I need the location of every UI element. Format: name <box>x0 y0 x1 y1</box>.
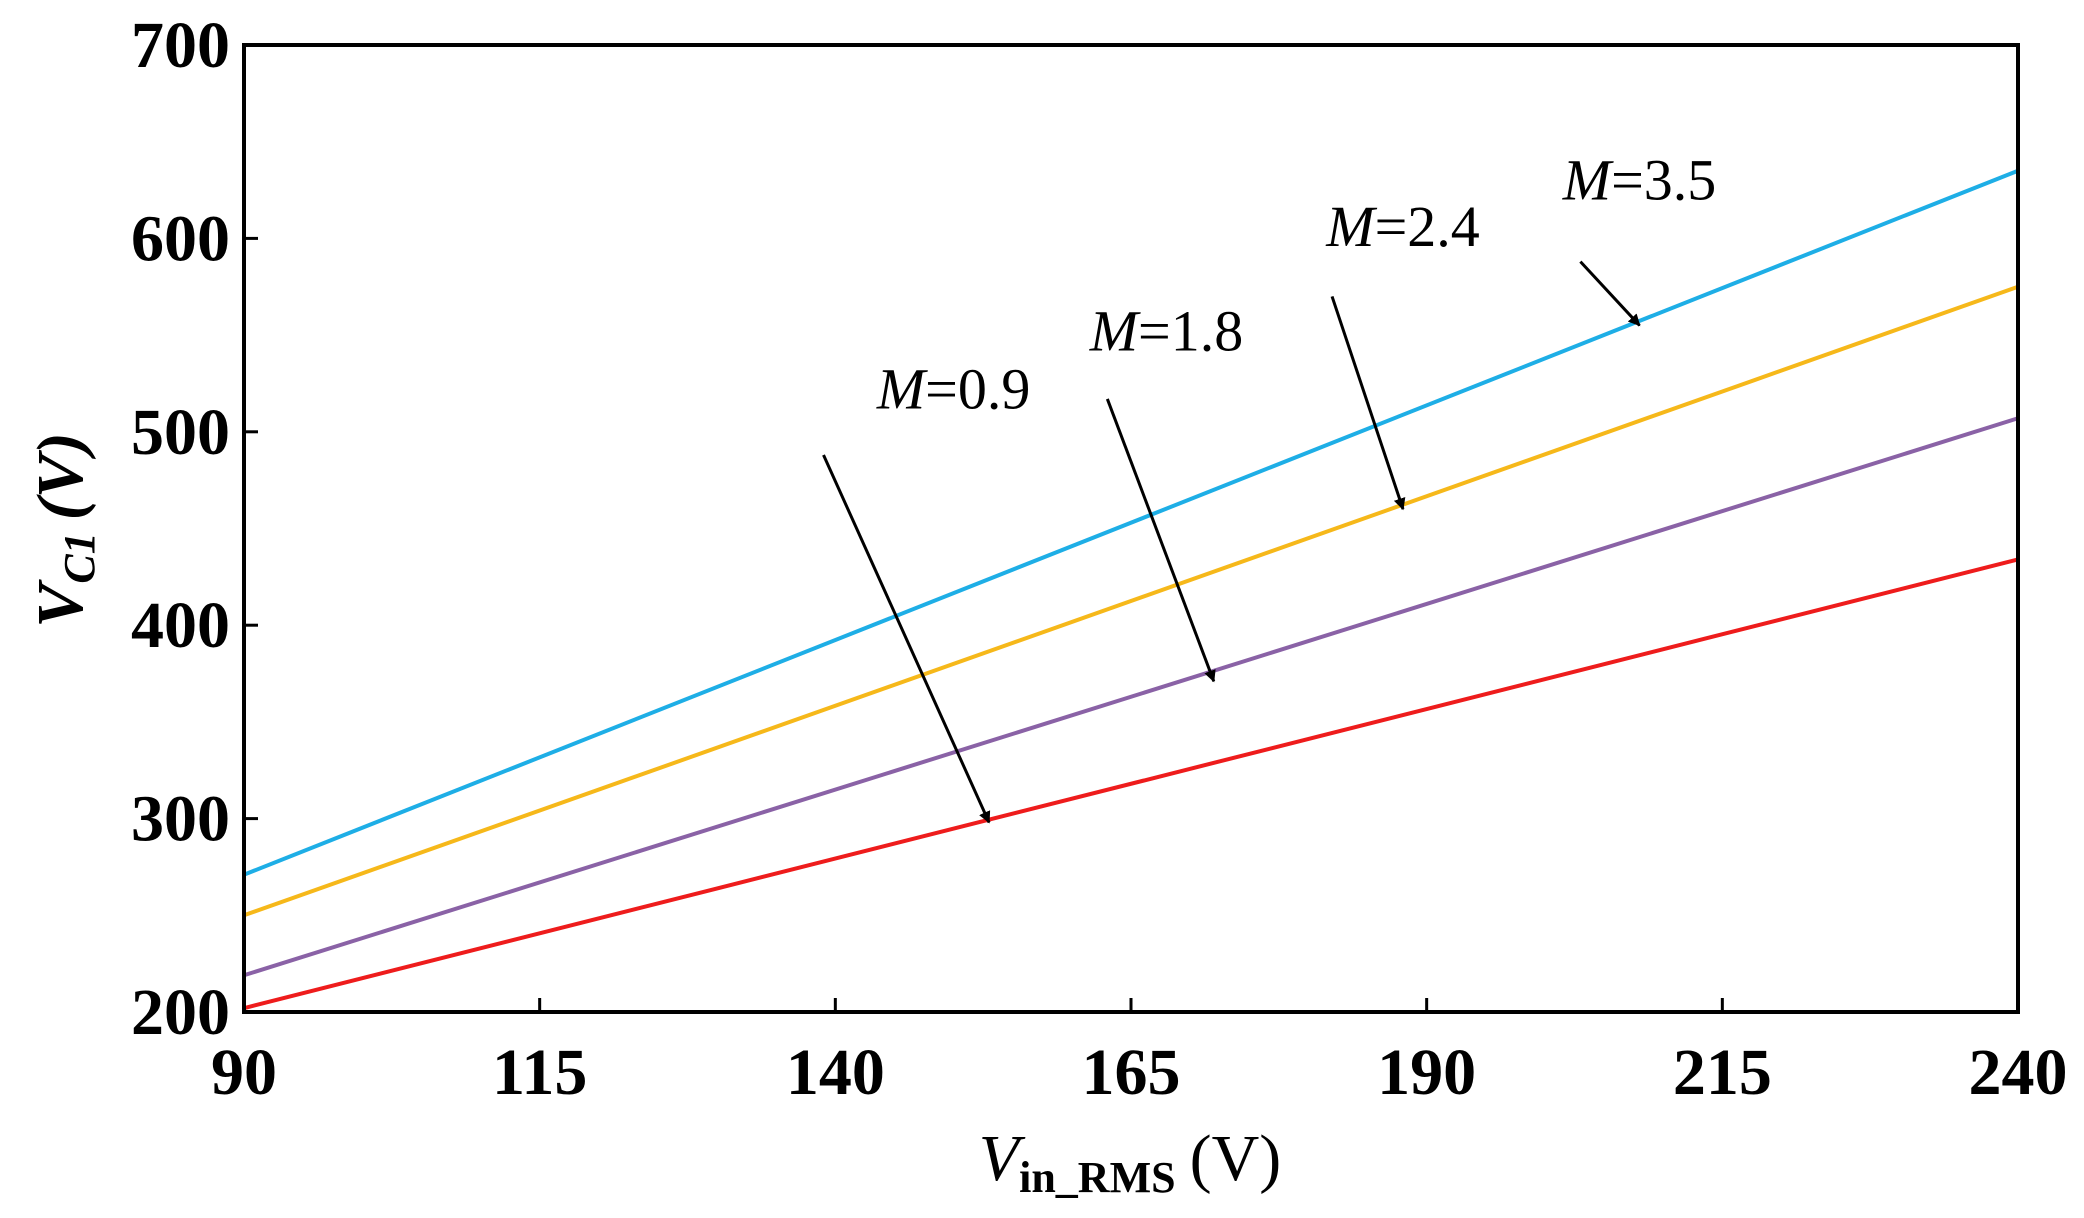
annotation-arrow <box>1105 398 1216 683</box>
y-tick-label: 300 <box>131 783 230 856</box>
x-tick-label: 190 <box>1377 1036 1476 1109</box>
x-tick-label: 140 <box>786 1036 885 1109</box>
x-tick-label: 240 <box>1969 1036 2068 1109</box>
y-tick-label: 700 <box>131 9 230 82</box>
annotation-arrow <box>822 454 991 824</box>
series-annotation-label: M=2.4 <box>1325 194 1480 259</box>
x-tick-label: 165 <box>1082 1036 1181 1109</box>
series-line <box>243 284 2019 918</box>
plot-background <box>244 45 2018 1012</box>
y-tick-label: 500 <box>131 396 230 469</box>
x-tick-label: 90 <box>211 1036 277 1109</box>
y-tick-label: 600 <box>131 202 230 275</box>
y-tick-label: 200 <box>131 976 230 1049</box>
x-tick-label: 115 <box>492 1036 587 1109</box>
annotation-arrow <box>1579 260 1641 327</box>
y-axis-label: VC1(V) <box>24 432 104 627</box>
series-line <box>243 416 2019 978</box>
annotation-arrow <box>1330 295 1406 511</box>
series-line <box>243 168 2019 877</box>
series-annotation-label: M=0.9 <box>876 357 1031 422</box>
series-line <box>243 557 2019 1011</box>
series-annotation-label: M=3.5 <box>1562 148 1717 213</box>
y-tick-label: 400 <box>131 589 230 662</box>
x-axis-label: Vin_RMS (V) <box>979 1122 1281 1202</box>
series-annotation-label: M=1.8 <box>1089 299 1244 364</box>
x-tick-label: 215 <box>1673 1036 1772 1109</box>
